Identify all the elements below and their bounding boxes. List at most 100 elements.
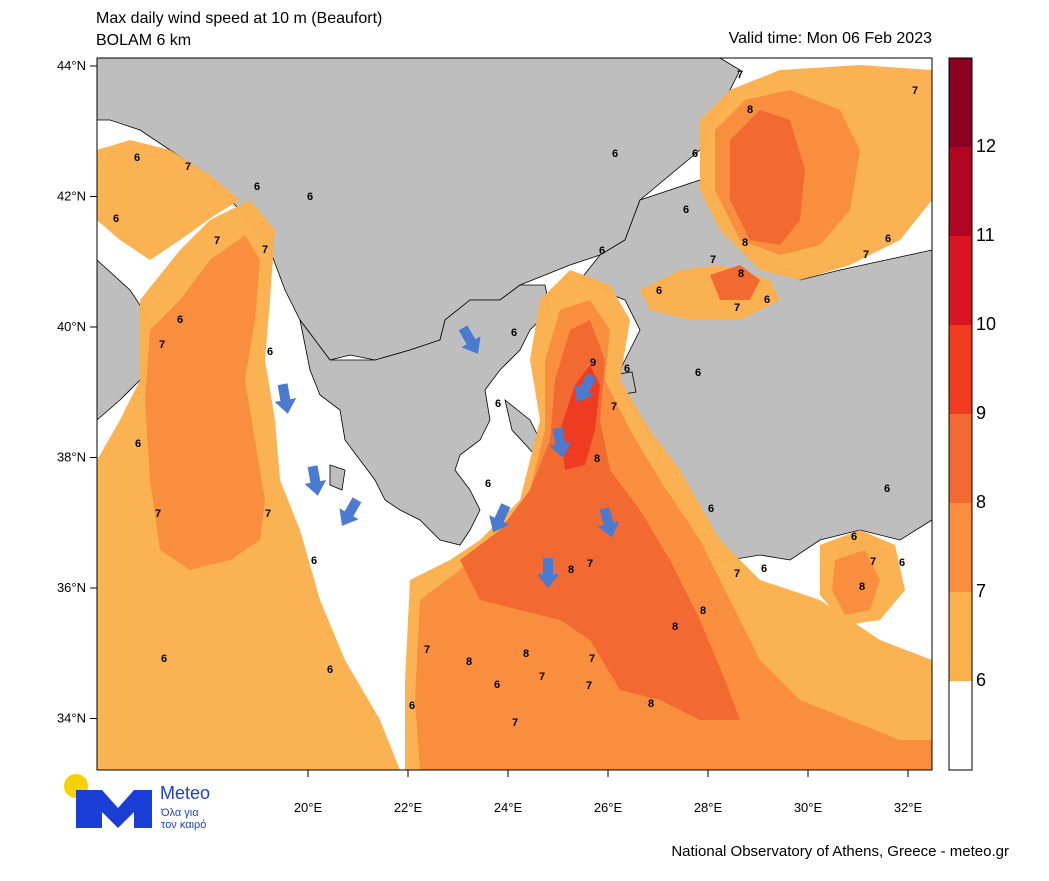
contour-label: 6: [161, 653, 167, 665]
contour-label: 6: [656, 285, 662, 297]
colorbar-label: 6: [976, 670, 987, 690]
colorbar-label: 11: [976, 225, 995, 245]
title-line-2: BOLAM 6 km: [96, 32, 192, 49]
contour-label: 7: [737, 69, 743, 81]
contour-label: 6: [495, 398, 501, 410]
contour-label: 6: [708, 503, 714, 515]
contour-label: 6: [612, 148, 618, 160]
bf7-ionian: [145, 235, 265, 570]
contour-label: 7: [589, 653, 595, 665]
colorbar-label: 7: [976, 581, 987, 601]
contour-label: 7: [912, 85, 918, 97]
contour-label: 8: [747, 104, 753, 116]
bf8-layer: [460, 110, 805, 720]
lon-tick-label: 26°E: [594, 800, 623, 815]
contour-label: 6: [511, 327, 517, 339]
colorbar-segment: [949, 681, 972, 770]
logo-tagline-1: Όλα για: [161, 807, 199, 819]
lat-tick-label: 38°N: [57, 450, 86, 465]
contour-label: 8: [648, 698, 654, 710]
contour-label: 7: [214, 235, 220, 247]
contour-label: 8: [568, 564, 574, 576]
contour-label: 6: [692, 148, 698, 160]
contour-label: 7: [734, 568, 740, 580]
land-ionian: [329, 464, 346, 491]
contour-label: 6: [764, 294, 770, 306]
contour-label: 8: [672, 621, 678, 633]
land-greece: [299, 284, 551, 546]
wind-direction-arrow: [339, 497, 362, 526]
colorbar-label: 8: [976, 492, 987, 512]
wind-direction-arrow: [304, 465, 327, 496]
contour-label: 6: [307, 191, 313, 203]
contour-label: 8: [466, 656, 472, 668]
lon-tick-label: 24°E: [494, 800, 523, 815]
contour-label: 6: [885, 233, 891, 245]
contour-label: 7: [185, 161, 191, 173]
meteo-logo: [64, 774, 152, 828]
contour-label: 7: [424, 644, 430, 656]
lat-tick-label: 34°N: [57, 711, 86, 726]
contour-label: 7: [262, 244, 268, 256]
colorbar: [948, 57, 973, 771]
contour-label: 6: [327, 664, 333, 676]
contour-label: 6: [409, 700, 415, 712]
wind-direction-arrow: [537, 558, 559, 588]
bf8-aegean: [460, 320, 740, 720]
contour-label: 8: [523, 648, 529, 660]
contour-label: 8: [742, 237, 748, 249]
colorbar-segment: [949, 592, 972, 681]
bf7-aegean: [415, 300, 932, 770]
lat-tick-label: 40°N: [57, 319, 86, 334]
contour-label: 6: [134, 152, 140, 164]
contour-label: 7: [870, 556, 876, 568]
logo-m-mark: [76, 790, 152, 828]
logo-tagline-2: τον καιρό: [161, 819, 207, 831]
colorbar-segment: [949, 58, 972, 147]
contour-label: 6: [485, 478, 491, 490]
footer-credit: National Observatory of Athens, Greece -…: [671, 843, 1009, 860]
contour-label: 8: [700, 605, 706, 617]
contour-label: 6: [494, 679, 500, 691]
bf8-marmara: [710, 265, 760, 300]
wind-direction-arrow: [549, 427, 572, 458]
contour-label: 7: [863, 249, 869, 261]
wind-direction-arrow: [489, 503, 511, 533]
contour-label: 6: [254, 181, 260, 193]
lon-tick-label: 28°E: [694, 800, 723, 815]
wind-arrows: [274, 325, 620, 588]
contour-label: 7: [265, 508, 271, 520]
colorbar-segment: [949, 325, 972, 414]
contour-label: 6: [683, 204, 689, 216]
colorbar-segment: [949, 414, 972, 503]
contour-label: 6: [599, 245, 605, 257]
contour-label: 6: [135, 438, 141, 450]
wind-direction-arrow: [597, 507, 620, 538]
contour-label: 9: [590, 357, 596, 369]
lat-axis: 44°N 42°N 40°N 38°N 36°N 34°N: [57, 58, 97, 726]
contour-label: 7: [611, 401, 617, 413]
contour-label: 7: [710, 254, 716, 266]
contour-label: 6: [113, 213, 119, 225]
contour-label: 7: [587, 558, 593, 570]
wind-direction-arrow: [574, 373, 597, 402]
map-plot-area: [97, 58, 932, 770]
colorbar-segment: [949, 236, 972, 325]
contour-label: 6: [267, 346, 273, 358]
map-title: Max daily wind speed at 10 m (Beaufort) …: [96, 8, 382, 52]
contour-label: 7: [159, 339, 165, 351]
lon-tick-label: 30°E: [794, 800, 823, 815]
colorbar-label: 12: [976, 136, 997, 156]
wind-direction-arrow: [274, 383, 297, 414]
contour-label: 6: [177, 314, 183, 326]
contour-label: 6: [851, 531, 857, 543]
contour-label: 6: [884, 483, 890, 495]
colorbar-segment: [949, 503, 972, 592]
colorbar-frame: [948, 57, 973, 771]
logo-word: Meteo: [160, 783, 211, 803]
contour-label: 8: [859, 581, 865, 593]
title-line-1: Max daily wind speed at 10 m (Beaufort): [96, 10, 383, 27]
bf6-adriatic: [97, 140, 240, 260]
logo-tagline: Όλα για τον καιρό: [161, 807, 206, 831]
